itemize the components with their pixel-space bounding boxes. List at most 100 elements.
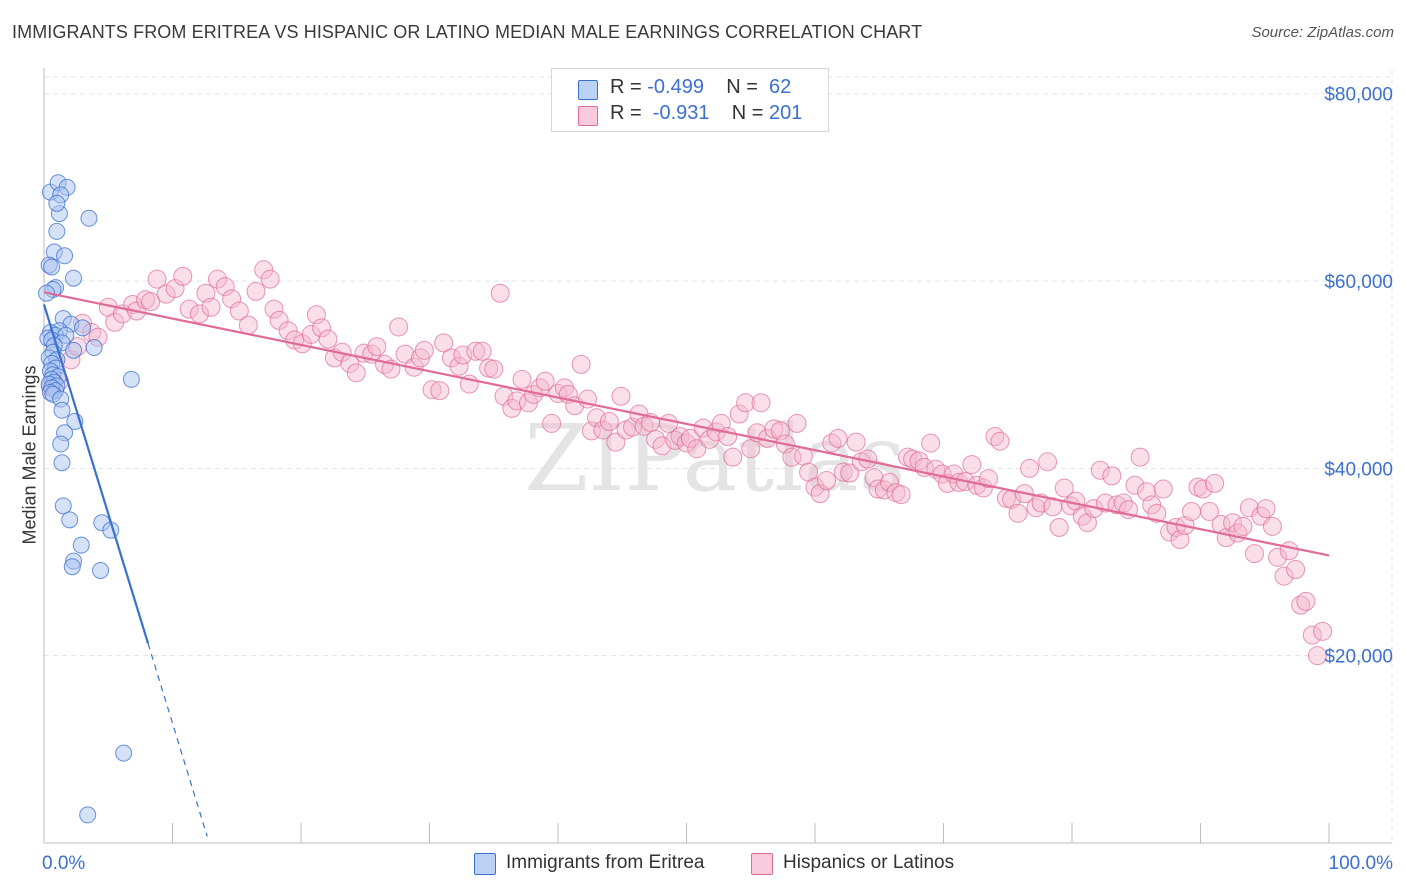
point-hispanic — [215, 277, 235, 297]
point-hispanic — [868, 479, 888, 499]
trend-line-eritrea — [42, 304, 150, 644]
point-hispanic — [680, 428, 700, 448]
bottom-swatch-blue — [474, 853, 496, 875]
point-hispanic — [921, 433, 941, 453]
point-eritrea — [56, 247, 74, 265]
point-hispanic — [880, 472, 900, 492]
point-hispanic — [1199, 501, 1219, 521]
point-hispanic — [606, 432, 626, 452]
point-eritrea — [63, 558, 81, 576]
point-hispanic — [1113, 493, 1133, 513]
point-hispanic — [264, 299, 284, 319]
point-hispanic — [1244, 544, 1264, 564]
point-hispanic — [1130, 447, 1150, 467]
point-hispanic — [611, 386, 631, 406]
point-hispanic — [196, 283, 216, 303]
point-eritrea — [92, 561, 110, 579]
point-hispanic — [978, 469, 998, 489]
point-hispanic — [430, 381, 450, 401]
point-hispanic — [490, 283, 510, 303]
legend-r-label-2: R = — [610, 102, 648, 124]
legend-r-value-2: -0.931 — [647, 102, 710, 124]
legend-n-label-1: N = — [726, 76, 764, 98]
point-hispanic — [736, 393, 756, 413]
point-hispanic — [1153, 479, 1173, 499]
trend-line-eritrea-extension — [147, 643, 208, 837]
point-hispanic — [787, 413, 807, 433]
point-hispanic — [453, 345, 473, 365]
point-hispanic — [1307, 646, 1327, 666]
trend-lines — [42, 291, 1330, 837]
point-eritrea — [61, 511, 79, 529]
point-hispanic — [229, 301, 249, 321]
point-eritrea — [43, 258, 61, 276]
point-eritrea — [72, 536, 90, 554]
point-hispanic — [207, 269, 227, 289]
bottom-swatch-pink — [751, 853, 773, 875]
point-hispanic — [254, 260, 274, 280]
point-hispanic — [833, 462, 853, 482]
point-hispanic — [484, 359, 504, 379]
point-hispanic — [1049, 517, 1069, 537]
point-hispanic — [1170, 530, 1190, 550]
tick-labels: $20,000 $40,000 $60,000 $80,000 0.0% 100.0% — [42, 85, 1393, 874]
y-tick-label: $80,000 — [1324, 85, 1393, 106]
point-hispanic — [466, 341, 486, 361]
point-hispanic — [1054, 478, 1074, 498]
point-hispanic — [1296, 591, 1316, 611]
axes — [43, 68, 1392, 844]
point-hispanic — [542, 413, 562, 433]
point-hispanic — [909, 451, 929, 471]
point-eritrea — [80, 209, 98, 227]
point-hispanic — [1038, 452, 1058, 472]
legend-text-eritrea: R = -0.499 N = 62 — [610, 76, 791, 99]
points-eritrea — [38, 174, 140, 824]
point-hispanic — [535, 371, 555, 391]
point-hispanic — [1279, 541, 1299, 561]
point-hispanic — [312, 318, 332, 338]
point-hispanic — [1193, 479, 1213, 499]
point-hispanic — [346, 363, 366, 383]
source-credit: Source: ZipAtlas.com — [1251, 24, 1394, 41]
point-hispanic — [434, 333, 454, 353]
point-hispanic — [472, 341, 492, 361]
point-hispanic — [817, 471, 837, 491]
point-hispanic — [1090, 460, 1110, 480]
point-hispanic — [189, 304, 209, 324]
point-hispanic — [246, 281, 266, 301]
point-hispanic — [179, 299, 199, 319]
point-hispanic — [422, 380, 442, 400]
point-hispanic — [828, 428, 848, 448]
point-hispanic — [278, 321, 298, 341]
point-hispanic — [141, 292, 161, 312]
point-hispanic — [1107, 495, 1127, 515]
legend-swatch-pink — [578, 106, 598, 126]
legend-r-label-1: R = — [610, 76, 648, 98]
point-hispanic — [1077, 513, 1097, 533]
point-hispanic — [891, 485, 911, 505]
bottom-label-eritrea: Immigrants from Eritrea — [506, 852, 705, 873]
point-hispanic — [395, 344, 415, 364]
point-hispanic — [512, 369, 532, 389]
point-hispanic — [652, 436, 672, 456]
point-hispanic — [507, 391, 527, 411]
point-hispanic — [156, 284, 176, 304]
point-hispanic — [318, 329, 338, 349]
point-hispanic — [1008, 503, 1028, 523]
point-hispanic — [1268, 547, 1288, 567]
point-eritrea — [48, 194, 66, 212]
point-hispanic — [147, 269, 167, 289]
bottom-label-hispanic: Hispanics or Latinos — [783, 852, 955, 873]
point-hispanic — [1020, 458, 1040, 478]
point-hispanic — [1291, 595, 1311, 615]
point-eritrea — [79, 806, 97, 824]
point-hispanic — [846, 432, 866, 452]
point-eritrea — [122, 370, 140, 388]
x-tick-label-start: 0.0% — [42, 853, 85, 874]
point-hispanic — [805, 477, 825, 497]
legend-text-hispanic: R = -0.931 N = 201 — [610, 102, 802, 125]
point-hispanic — [1223, 513, 1243, 533]
point-hispanic — [367, 337, 387, 357]
gridlines — [44, 70, 1393, 845]
